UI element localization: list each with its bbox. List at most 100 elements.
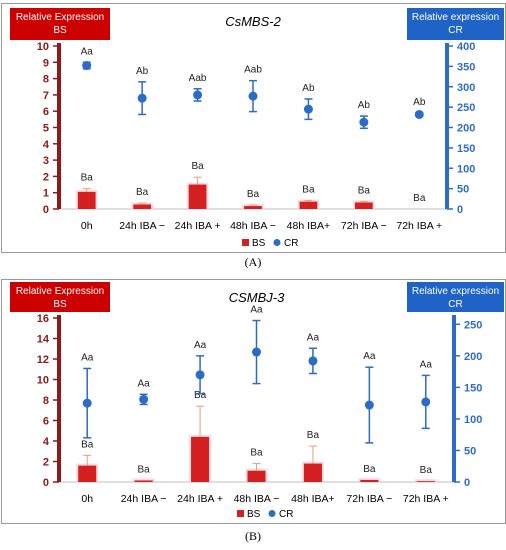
cr-point [193,90,203,100]
bs-bar [303,463,322,482]
left-axis-header-box [10,8,110,40]
cr-significance-label: Aa [81,46,94,57]
right-axis-tick-label: 100 [457,163,475,175]
bs-bar [191,436,210,482]
left-axis-tick-label: 8 [43,74,49,86]
cr-significance-label: Aab [244,65,262,76]
chart-title: CsMBS-2 [225,14,281,29]
left-axis-tick-label: 5 [43,123,49,135]
cr-significance-label: Aa [420,359,433,370]
bs-significance-label: Ba [250,448,263,459]
left-axis-tick-label: 7 [43,90,49,102]
bs-bar [416,481,435,482]
bs-significance-label: Ba [413,193,426,204]
legend-bs-swatch [242,239,249,246]
left-axis-tick-label: 16 [37,313,49,325]
bs-bar [134,480,153,482]
bs-bar [360,479,379,482]
x-category-label: 24h IBA + [175,220,221,232]
bs-significance-label: Ba [358,185,371,196]
right-axis-header-line1: Relative expression [412,286,499,297]
chart-panel-a: Relative Expression BS Relative expression… [1,3,506,253]
left-axis-header-line2: BS [53,299,67,310]
x-category-label: 72h IBA − [346,493,392,505]
right-axis-tick-label: 0 [457,204,463,216]
cr-significance-label: Aa [81,352,94,363]
cr-significance-label: Ab [413,97,426,108]
cr-point [139,394,149,404]
cr-significance-label: Aa [194,340,207,351]
left-axis-header-box [10,282,110,312]
right-axis-header-line2: CR [448,299,462,310]
bs-bar [78,465,97,482]
cr-point [82,61,92,71]
bs-significance-label: Ba [302,184,315,195]
bs-significance-label: Ba [247,189,260,200]
left-axis-header-line2: BS [53,25,67,36]
cr-point [308,356,318,366]
x-category-label: 0h [81,493,93,505]
x-category-label: 72h IBA + [396,220,442,232]
cr-point [421,397,431,407]
bs-bar-glow [414,479,437,482]
left-axis-header-line1: Relative Expression [16,12,104,23]
right-axis-tick-label: 350 [457,61,475,73]
right-axis-tick-label: 50 [457,184,469,196]
chart-title: CSMBJ-3 [229,290,285,305]
left-axis-tick-label: 10 [37,41,49,53]
bs-significance-label: Ba [194,390,207,401]
cr-point [82,398,92,408]
cr-point [195,370,205,380]
right-axis-header-box [407,8,504,40]
left-axis-tick-label: 1 [43,188,49,200]
cr-point [359,117,369,127]
right-axis-tick-label: 150 [464,382,482,394]
bs-significance-label: Ba [363,464,376,475]
cr-significance-label: Aab [189,73,207,84]
bs-bar [354,202,373,209]
bs-significance-label: Ba [81,439,94,450]
cr-point [414,109,424,119]
bs-significance-label: Ba [307,430,320,441]
cr-significance-label: Ab [358,100,371,111]
legend-cr-label: CR [284,238,298,249]
left-axis-tick-label: 6 [43,416,49,428]
left-axis-tick-label: 3 [43,155,49,167]
bs-significance-label: Ba [136,187,149,198]
bs-bar [133,204,152,209]
cr-significance-label: Ab [136,66,149,77]
x-category-label: 48h IBA+ [287,220,331,232]
right-axis-tick-label: 250 [464,319,482,331]
bs-bar [247,470,266,482]
right-axis-header-line2: CR [448,25,462,36]
chart-a-svg: Relative Expression BS Relative expression… [10,8,504,249]
left-axis-tick-label: 4 [43,139,50,151]
bs-bar [77,191,96,209]
caption-a: (A) [244,255,262,269]
legend-cr-marker [268,510,276,517]
x-category-label: 24h IBA − [119,220,165,232]
left-axis-header-line1: Relative Expression [16,286,104,297]
left-axis-tick-label: 0 [43,477,49,489]
right-axis-tick-label: 250 [457,102,475,114]
right-axis-tick-label: 50 [464,445,476,457]
legend-bs-label: BS [247,509,261,520]
left-axis-tick-label: 2 [43,457,49,469]
chart-b-svg: Relative Expression BS Relative expression… [10,282,504,520]
legend-cr-marker [273,239,281,246]
cr-significance-label: Ab [302,83,315,94]
right-axis-tick-label: 0 [464,477,470,489]
x-category-label: 48h IBA − [230,220,276,232]
cr-point [137,93,147,103]
left-axis-tick-label: 12 [37,354,49,366]
x-category-label: 0h [81,220,93,232]
right-axis-tick-label: 100 [464,414,482,426]
cr-significance-label: Aa [307,332,320,343]
cr-point [248,91,258,101]
x-category-label: 72h IBA + [403,493,449,505]
right-axis-tick-label: 400 [457,41,475,53]
bs-significance-label: Ba [191,161,204,172]
left-axis-tick-label: 10 [37,375,49,387]
cr-point [364,400,374,410]
right-axis-header-line1: Relative expression [412,12,499,23]
